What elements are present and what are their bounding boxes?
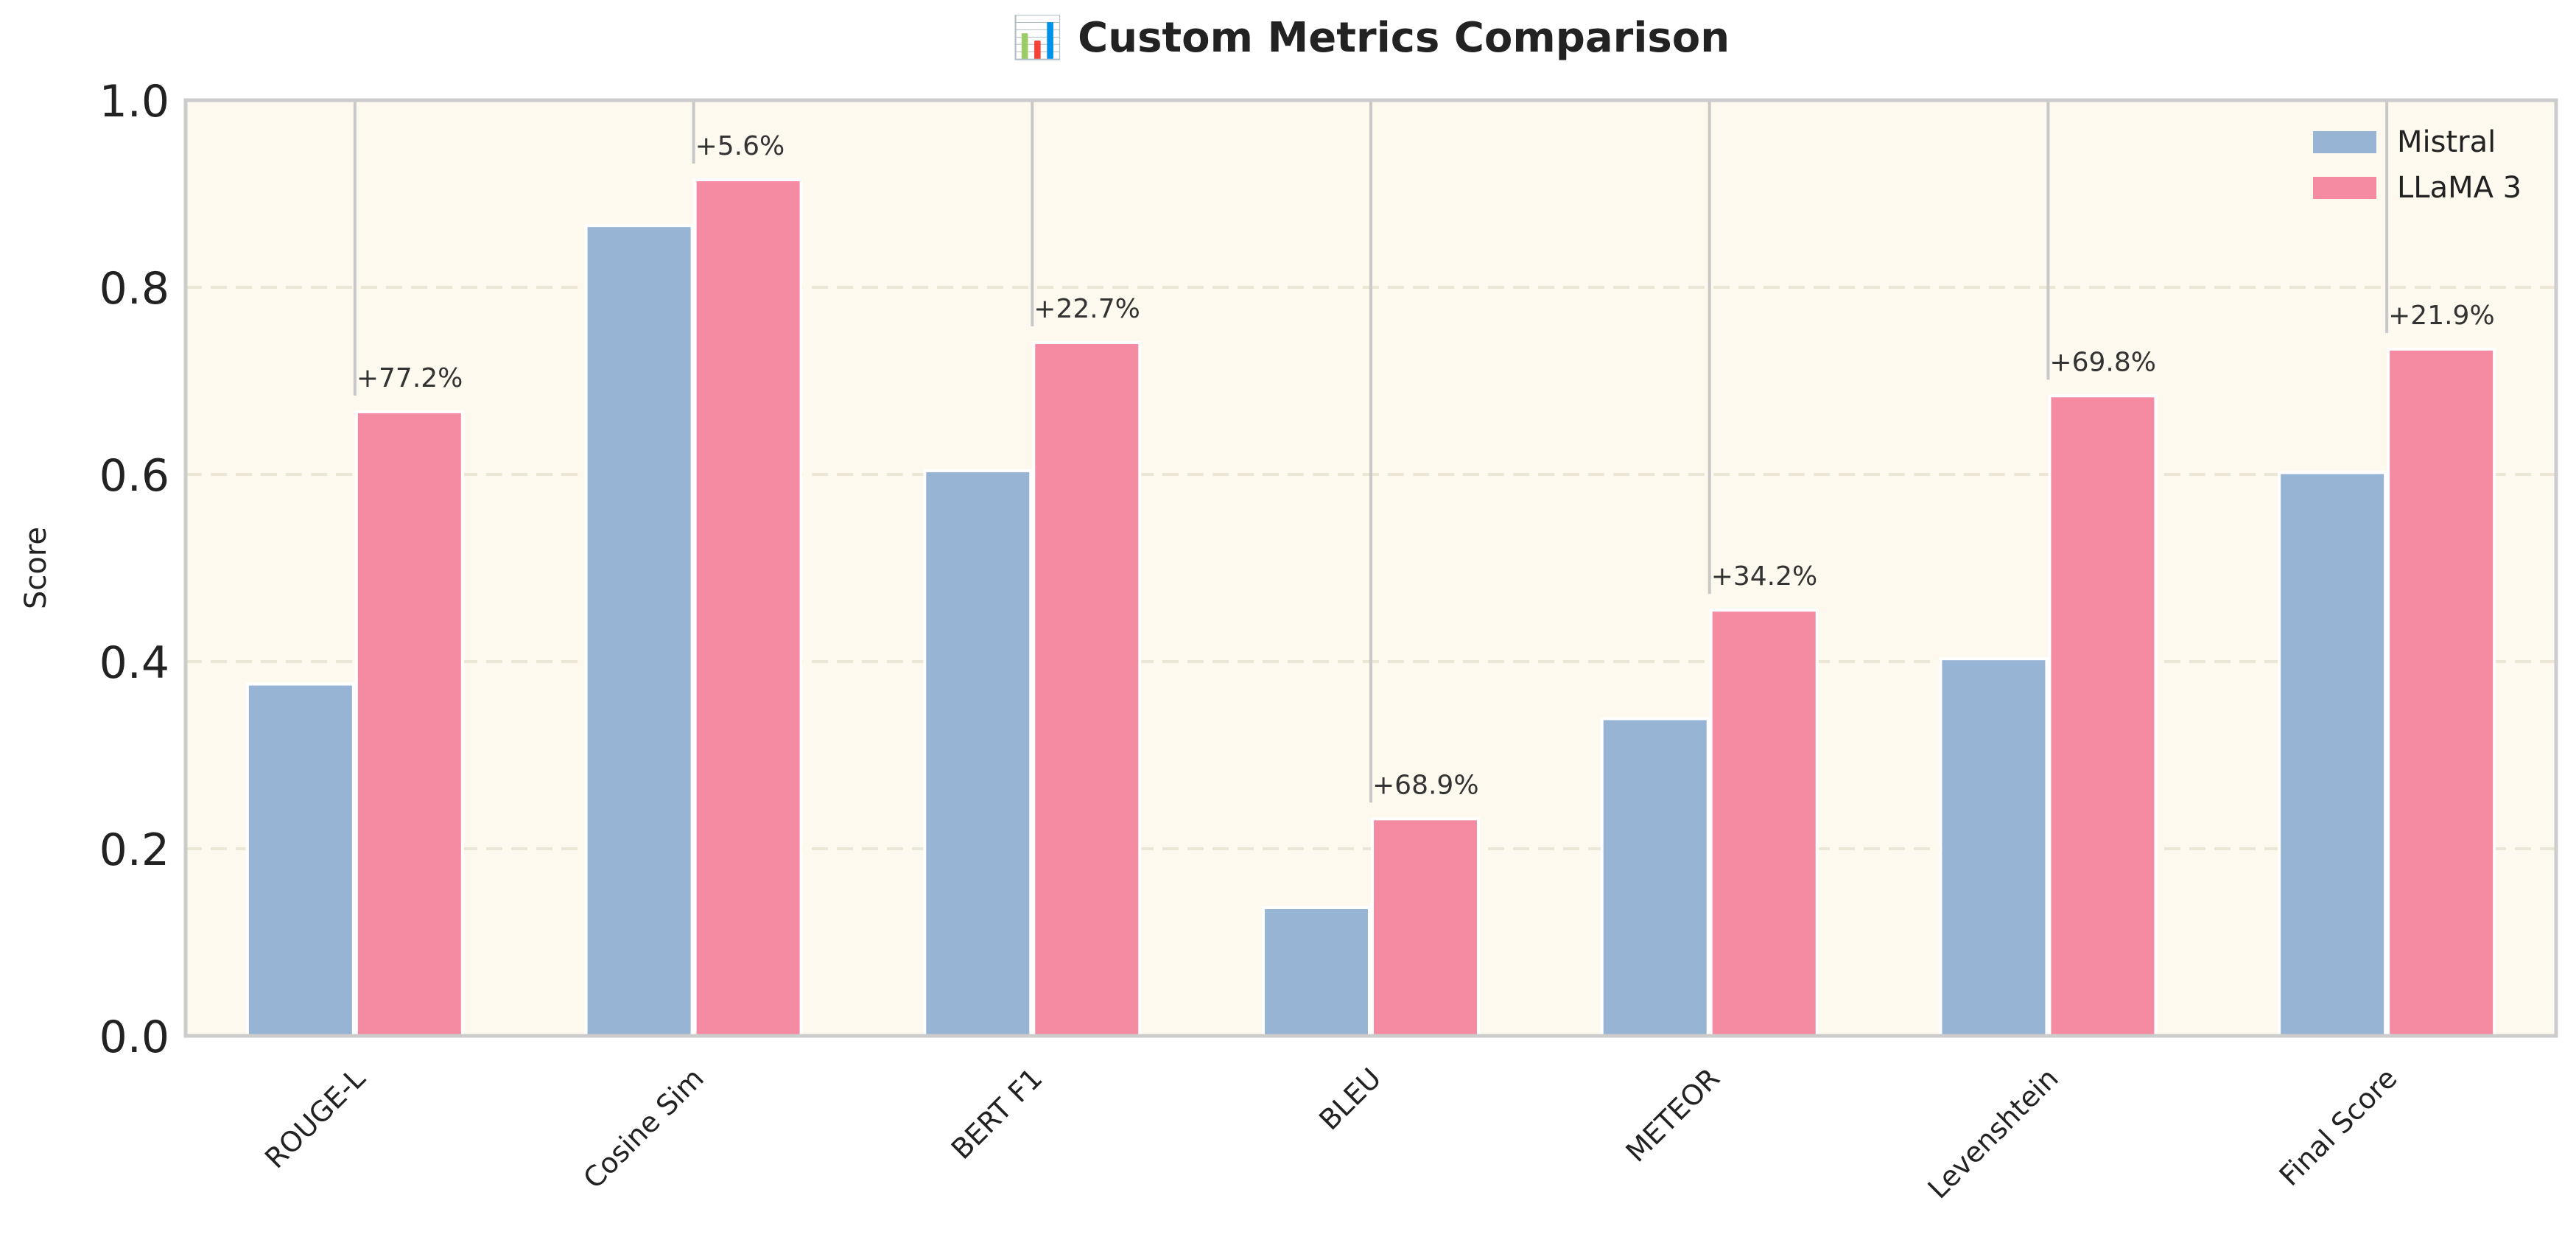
bar-mistral xyxy=(1600,717,1710,1037)
bar-llama3 xyxy=(1371,817,1480,1037)
y-tick-label: 0.8 xyxy=(99,263,169,315)
x-tick-label: ROUGE-L xyxy=(259,1062,371,1174)
bar-llama3 xyxy=(1709,609,1819,1037)
bar-mistral xyxy=(923,469,1033,1037)
improvement-label: +69.8% xyxy=(2049,347,2156,377)
bar-llama3 xyxy=(1032,340,1142,1037)
bar-mistral xyxy=(2278,471,2387,1037)
x-tick-label: BLEU xyxy=(1313,1062,1387,1136)
y-tick-label: 1.0 xyxy=(99,76,169,127)
y-tick-label: 0.2 xyxy=(99,824,169,876)
bar-llama3 xyxy=(693,178,803,1038)
bar-llama3 xyxy=(354,410,464,1037)
legend: Mistral LLaMA 3 xyxy=(2313,125,2521,205)
bars xyxy=(245,178,2496,1038)
chart-title: 📊 Custom Metrics Comparison xyxy=(1012,14,1730,62)
x-tick-label: METEOR xyxy=(1620,1062,1726,1168)
x-tick-label: Cosine Sim xyxy=(577,1062,710,1195)
bar-mistral xyxy=(584,224,694,1037)
bar-llama3 xyxy=(2387,347,2496,1037)
improvement-label: +21.9% xyxy=(2388,301,2495,331)
x-ticks: ROUGE-L Cosine Sim BERT F1 BLEU METEOR Levens… xyxy=(259,1062,2403,1205)
improvement-label: +22.7% xyxy=(1033,294,1140,324)
bar-mistral xyxy=(1262,906,1371,1038)
y-tick-label: 0.0 xyxy=(99,1012,169,1063)
annotation-lines xyxy=(353,100,2389,803)
annotations: +77.2% +5.6% +22.7% +68.9% +34.2% +69.8% +21.9… xyxy=(357,131,2495,800)
legend-label-llama3: LLaMA 3 xyxy=(2397,171,2521,205)
legend-swatch-llama3 xyxy=(2313,177,2376,199)
improvement-label: +68.9% xyxy=(1372,770,1479,800)
improvement-label: +77.2% xyxy=(357,363,463,393)
y-tick-label: 0.4 xyxy=(99,637,169,689)
x-tick-label: Final Score xyxy=(2273,1062,2404,1192)
legend-swatch-mistral xyxy=(2313,131,2376,153)
x-tick-label: Levenshtein xyxy=(1922,1062,2065,1205)
y-tick-label: 0.6 xyxy=(99,450,169,502)
y-ticks: 0.0 0.2 0.4 0.6 0.8 1.0 xyxy=(99,76,169,1063)
improvement-label: +34.2% xyxy=(1711,561,1818,592)
bar-llama3 xyxy=(2048,394,2158,1037)
x-tick-label: BERT F1 xyxy=(945,1062,1049,1166)
legend-label-mistral: Mistral xyxy=(2397,125,2496,159)
improvement-label: +5.6% xyxy=(695,131,785,161)
bar-mistral xyxy=(1939,657,2049,1037)
plot-frame xyxy=(183,98,2558,1038)
bar-mistral xyxy=(245,682,355,1037)
y-axis-label: Score xyxy=(19,527,53,609)
